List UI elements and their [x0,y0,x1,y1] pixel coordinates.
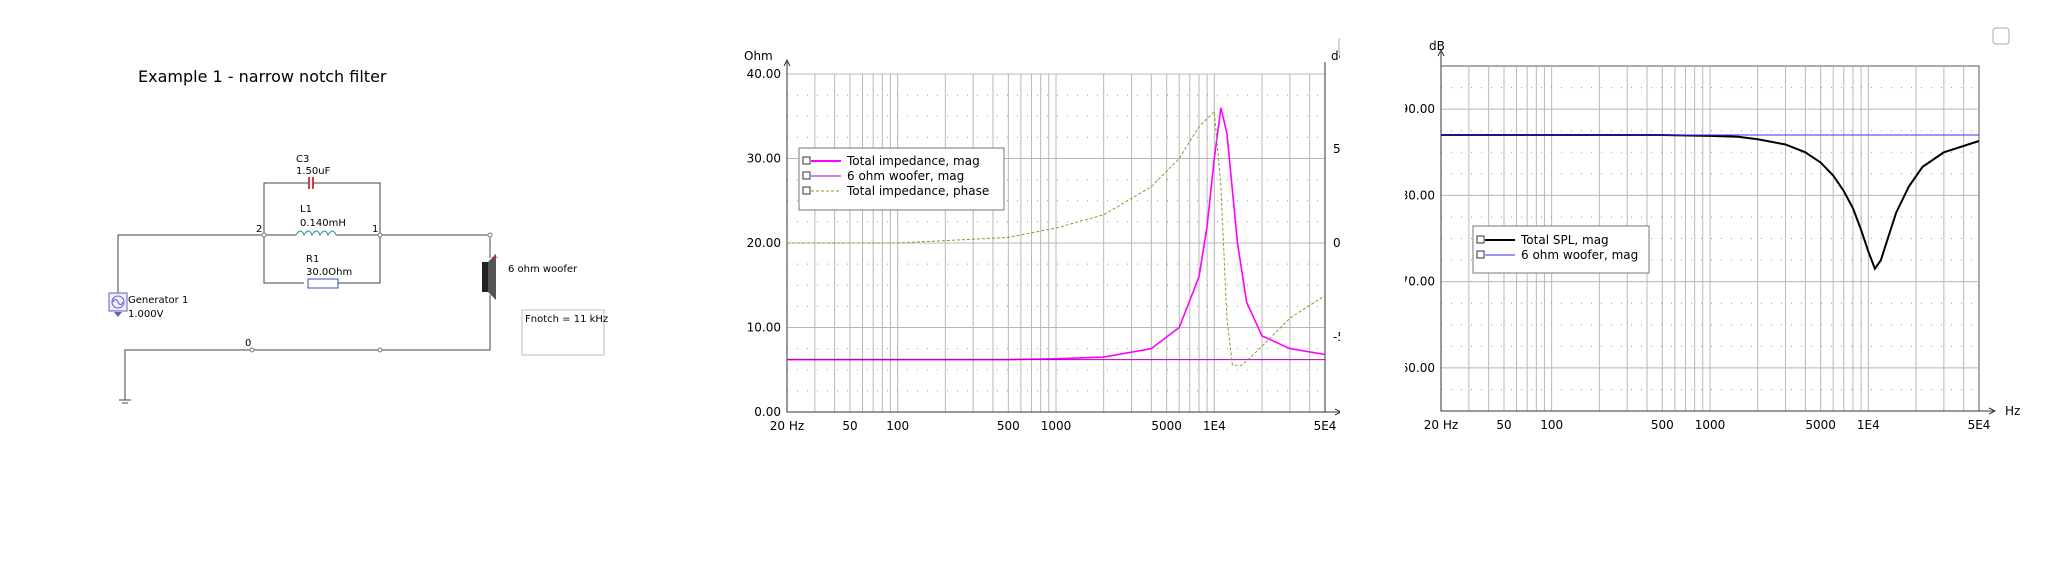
y-tick-label: 70.00 [1405,275,1435,289]
node-2-label: 2 [256,224,262,235]
inductor-l1-symbol[interactable] [295,230,337,237]
legend-checkbox[interactable] [1476,235,1485,244]
y-tick-label: 30.00 [747,152,781,166]
legend-box[interactable] [798,147,1005,211]
y-axis-arrow [1437,48,1445,57]
series-line-3 [787,110,1326,366]
legend-box[interactable] [1472,225,1650,274]
legend-label: 6 ohm woofer, mag [847,169,964,183]
y2-tick-label: 50.00 [1333,142,1340,156]
svg-text:+: + [491,253,499,263]
x-tick-label: 1000 [1695,418,1726,432]
y2-tick-label: -50.00 [1333,330,1340,344]
generator-name-label: Generator 1 [128,295,188,306]
y-tick-label: 80.00 [1405,188,1435,202]
legend-checkbox[interactable] [1476,250,1485,259]
y-tick-label: 10.00 [747,321,781,335]
resistor-r1-symbol[interactable] [307,278,339,289]
y-tick-label: 90.00 [1405,102,1435,116]
x-tick-label: 500 [997,419,1020,433]
note-text: Fnotch = 11 kHz [525,314,608,325]
c3-value-label: 1.50uF [296,166,331,177]
woofer-name-label: 6 ohm woofer [508,264,578,275]
x-axis-arrow [1334,408,1340,416]
schematic-canvas[interactable]: C3 1.50uF L1 0.140mH R1 30.0Ohm 2 1 0 Ge… [0,0,640,561]
y-axis-arrow [783,58,791,67]
x-tick-label: 100 [1540,418,1563,432]
x-tick-label: 1E4 [1203,419,1226,433]
legend-checkbox[interactable] [802,186,811,195]
l1-name-label: L1 [300,204,312,215]
spl-chart[interactable]: 60.00 70.00 80.00 90.00 20 Hz 50 100 500 1000 500… [1405,0,2045,561]
r1-name-label: R1 [306,254,319,265]
chart-options-checkbox[interactable] [1338,38,1340,54]
legend-label: Total impedance, phase [846,184,989,198]
generator-icon[interactable] [108,292,128,317]
y-tick-label: 40.00 [747,67,781,81]
capacitor-c3-symbol[interactable] [300,177,322,189]
l1-value-label: 0.140mH [300,218,346,229]
circuit-wires [117,182,491,400]
x-tick-label: 1E4 [1857,418,1880,432]
x-tick-label: 5000 [1805,418,1836,432]
impedance-chart[interactable]: 0.00 10.00 20.00 30.00 40.00 50.00 0.00 -50.00 2… [740,0,1340,561]
generator-value-label: 1.000V [128,309,164,320]
x-tick-label: 5E4 [1314,419,1337,433]
schematic-title: Example 1 - narrow notch filter [138,67,387,86]
x-tick-label: 5E4 [1968,418,1991,432]
node-0-label: 0 [245,338,251,349]
x-tick-label: 50 [842,419,857,433]
y-tick-label: 60.00 [1405,361,1435,375]
right-unit-label: deg [1331,49,1340,63]
node-1-label: 1 [372,224,378,235]
c3-name-label: C3 [296,154,309,165]
woofer-speaker-icon[interactable]: + [482,253,499,300]
x-tick-label: 5000 [1151,419,1182,433]
series-line-1 [787,107,1326,361]
chart-options-checkbox[interactable] [1992,27,2010,45]
circuit-nodes [249,232,493,353]
legend-checkbox[interactable] [802,156,811,165]
note-box[interactable] [521,309,605,356]
x-tick-label: 500 [1651,418,1674,432]
y-tick-label: 0.00 [754,405,781,419]
ground-icon [119,399,131,404]
legend-label: Total SPL, mag [1520,233,1609,247]
x-tick-label: 20 Hz [770,419,804,433]
x-tick-label: 50 [1496,418,1511,432]
y-unit-label: dB [1429,39,1445,53]
legend-label: Total impedance, mag [846,154,980,168]
y-tick-label: 20.00 [747,236,781,250]
y2-tick-label: 0.00 [1333,236,1340,250]
left-unit-label: Ohm [744,49,773,63]
legend-checkbox[interactable] [802,171,811,180]
legend-label: 6 ohm woofer, mag [1521,248,1638,262]
x-unit-label: Hz [2005,404,2020,418]
r1-value-label: 30.0Ohm [306,267,352,278]
x-axis-arrow [1988,407,1997,415]
x-tick-label: 1000 [1041,419,1072,433]
x-tick-label: 100 [886,419,909,433]
x-tick-label: 20 Hz [1424,418,1458,432]
series-line-1 [1441,134,1980,271]
